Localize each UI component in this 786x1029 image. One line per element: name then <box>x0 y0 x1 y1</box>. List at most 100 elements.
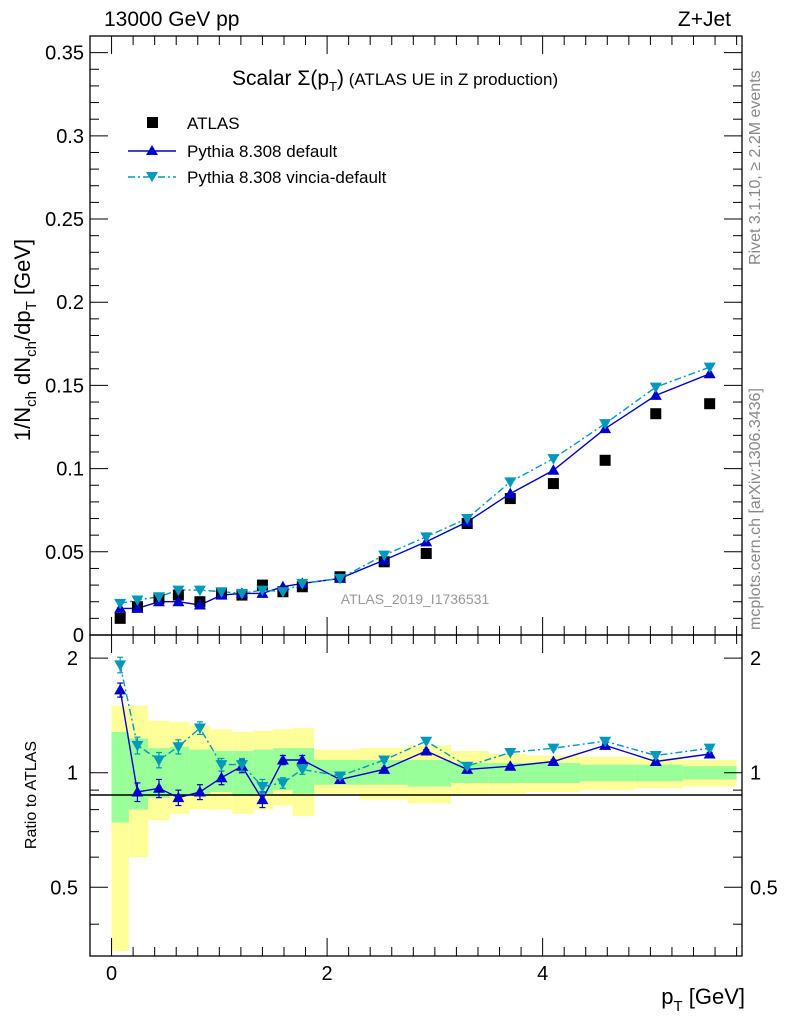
ratio-green-band <box>488 763 527 783</box>
ratio-vincia-point <box>152 755 165 766</box>
atlas-data-point <box>114 612 126 624</box>
ratio-y-tick-label-right: 2 <box>750 648 761 670</box>
ratio-vincia-point <box>703 743 716 755</box>
legend-vincia-label: Pythia 8.308 vincia-default <box>187 168 387 187</box>
ratio-y-tick-labels: 0.5 0.5 1 1 2 2 <box>50 648 778 899</box>
ratio-green-band <box>111 731 129 823</box>
main-y-tick-labels: 0 0.05 0.1 0.15 0.2 0.25 0.3 0.35 <box>45 43 84 647</box>
vincia-data-point <box>131 595 144 607</box>
ratio-vincia-point <box>215 760 228 771</box>
vincia-data-point <box>172 585 185 597</box>
ratio-green-band <box>526 763 581 783</box>
ratio-vincia-point <box>649 750 662 762</box>
x-axis-label: pT [GeV] <box>661 984 745 1015</box>
main-y-tick-label: 0.15 <box>45 375 84 397</box>
main-series <box>114 362 716 624</box>
vincia-data-point <box>296 578 309 590</box>
ratio-vincia-point <box>420 736 433 748</box>
main-y-tick-label: 0.1 <box>56 459 84 481</box>
ratio-default-point <box>215 771 228 783</box>
vincia-data-point <box>599 419 612 430</box>
process-label: Z+Jet <box>678 8 731 31</box>
main-y-tick-label: 0.3 <box>56 126 84 148</box>
ratio-green-band <box>634 764 683 782</box>
main-y-tick-label: 0 <box>73 625 84 647</box>
ratio-y-axis-label: Ratio to ATLAS <box>23 741 40 849</box>
ratio-green-band <box>148 748 170 798</box>
vincia-data-point <box>461 514 474 525</box>
ratio-ticks <box>90 635 742 956</box>
vincia-data-point <box>193 585 206 597</box>
ratio-vincia-point <box>296 764 309 776</box>
ratio-default-point <box>172 791 185 803</box>
ratio-y-tick-label-right: 0.5 <box>750 877 778 899</box>
ratio-green-band <box>682 766 737 780</box>
ratio-vincia-point <box>276 778 289 789</box>
ratio-green-band <box>128 738 149 810</box>
ratio-vincia-point <box>504 747 517 759</box>
ratio-default-point <box>296 753 309 765</box>
ratio-default-point <box>256 793 269 805</box>
ratio-vincia-point <box>256 781 269 793</box>
ratio-panel: 0.5 0.5 1 1 2 2 0 2 4 Ratio to ATLAS pT [GeV] <box>23 634 778 1015</box>
energy-label: 13000 GeV pp <box>104 8 239 31</box>
ratio-y-tick-label: 0.5 <box>50 877 78 899</box>
main-series-line <box>120 373 710 610</box>
ratio-vincia-point <box>334 771 347 783</box>
vincia-data-point <box>703 362 716 374</box>
ratio-default-point <box>547 755 560 767</box>
atlas-data-point <box>504 493 516 505</box>
ratio-vincia-point <box>114 660 127 671</box>
vincia-data-point <box>378 550 391 562</box>
mcplots-label: mcplots.cern.ch [arXiv:1306.3436] <box>747 388 764 630</box>
ratio-default-point <box>420 745 433 756</box>
analysis-label: ATLAS_2019_I1736531 <box>341 591 490 607</box>
ratio-vincia-point <box>461 761 474 773</box>
ratio-vincia-point <box>131 740 144 752</box>
ratio-default-point <box>276 753 289 765</box>
vincia-data-point <box>547 454 560 465</box>
main-y-tick-label: 0.05 <box>45 542 84 564</box>
ratio-default-point <box>378 763 391 774</box>
vincia-data-point <box>334 573 347 585</box>
ratio-green-band <box>189 749 211 794</box>
main-y-tick-label: 0.35 <box>45 43 84 65</box>
main-y-tick-label: 0.2 <box>56 292 84 314</box>
atlas-data-point <box>256 579 268 591</box>
vincia-data-point <box>504 477 517 488</box>
ratio-y-tick-label-right: 1 <box>750 763 761 785</box>
legend-vincia-marker <box>146 172 158 182</box>
ratio-green-band <box>407 759 452 787</box>
x-tick-label: 4 <box>537 963 548 985</box>
default-data-point <box>504 487 517 499</box>
atlas-data-point <box>547 478 559 490</box>
ratio-vincia-point <box>547 743 560 755</box>
default-data-point <box>547 464 560 475</box>
vincia-data-point <box>114 598 127 610</box>
main-series-line <box>120 366 710 605</box>
legend-atlas-label: ATLAS <box>187 114 240 133</box>
ratio-series <box>114 656 716 809</box>
rivet-version-label: Rivet 3.1.10, ≥ 2.2M events <box>747 70 764 265</box>
vincia-data-point <box>420 532 433 543</box>
atlas-data-point <box>599 454 611 466</box>
ratio-default-point <box>152 782 165 793</box>
ratio-default-point <box>504 760 517 771</box>
ratio-frame <box>89 634 743 957</box>
ratio-vincia-point <box>172 742 185 753</box>
atlas-data-point <box>704 398 716 410</box>
default-data-point <box>172 595 185 607</box>
atlas-data-point <box>650 408 662 420</box>
ratio-default-point <box>131 785 144 797</box>
default-data-point <box>131 602 144 613</box>
ratio-default-point <box>193 785 206 797</box>
main-ticks <box>90 35 742 636</box>
vincia-data-point <box>152 592 165 603</box>
atlas-data-point <box>420 547 432 559</box>
ratio-green-band <box>580 764 635 782</box>
x-tick-labels: 0 2 4 <box>106 963 548 985</box>
vincia-data-point <box>276 587 289 598</box>
ratio-vincia-point <box>235 760 248 771</box>
